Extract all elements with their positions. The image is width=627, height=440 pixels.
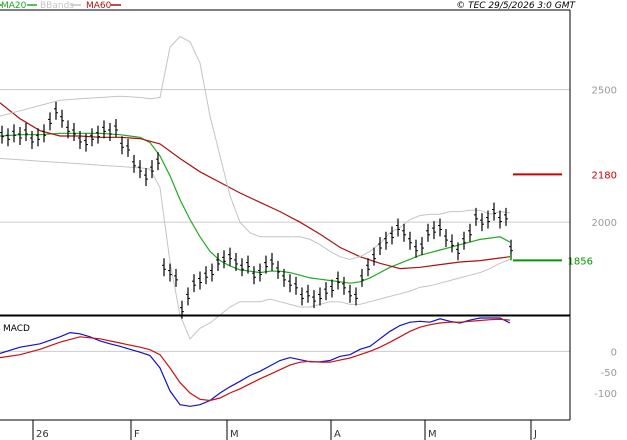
x-tick-label: M xyxy=(230,429,239,440)
macd-y-tick-label: -100 xyxy=(594,389,617,400)
level-label-2180: 2180 xyxy=(592,170,617,181)
price-series-group xyxy=(0,35,513,340)
x-tick-label: J xyxy=(533,429,537,440)
ma20-legend-label: MA20 xyxy=(1,1,27,11)
level-label-1856: 1856 xyxy=(568,256,593,267)
bb_lower-line xyxy=(0,158,511,340)
price-y-tick-label: 2000 xyxy=(592,218,617,229)
y-axis-ticks: 2500 2000 0 -50 -100 xyxy=(592,86,617,400)
bbands-legend-label: BBands xyxy=(40,1,74,11)
level-markers: 2180 1856 xyxy=(510,170,617,267)
macd-panel-label: MACD xyxy=(3,324,30,334)
signal-line xyxy=(0,318,511,402)
macd-y-tick-label: 0 xyxy=(611,347,617,358)
x-axis-ticks: 26 F M A M J xyxy=(32,420,537,440)
macd-series-group xyxy=(0,317,511,407)
x-tick-label: F xyxy=(134,429,140,440)
macd-line xyxy=(0,317,511,407)
macd-y-tick-label: -50 xyxy=(601,368,617,379)
ma60-legend-label: MA60 xyxy=(86,1,112,11)
copyright-text: © TEC 29/5/2026 3:0 GMT xyxy=(456,1,576,11)
price-gridlines xyxy=(0,89,570,223)
x-tick-label: M xyxy=(428,429,437,440)
ma60-line xyxy=(0,102,511,270)
x-tick-label: 26 xyxy=(36,429,49,440)
x-tick-label: A xyxy=(334,429,341,440)
bb_upper-line xyxy=(0,35,511,260)
price-y-tick-label: 2500 xyxy=(592,86,617,97)
